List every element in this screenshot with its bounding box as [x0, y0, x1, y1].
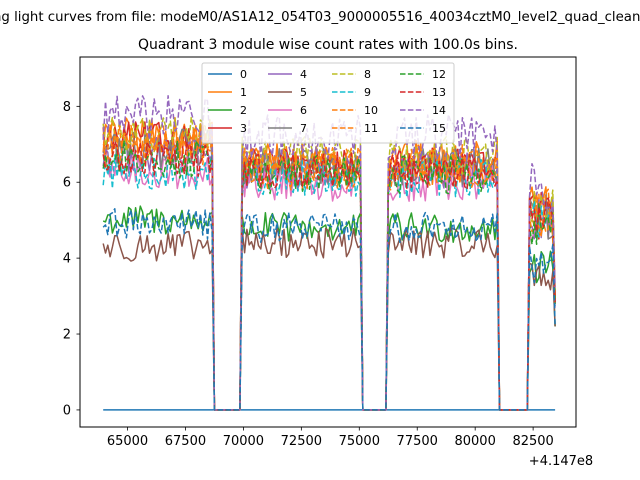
legend-label-8: 8: [364, 68, 371, 81]
legend-box: [201, 62, 455, 144]
legend-label-5: 5: [300, 86, 307, 99]
x-tick-label: 67500: [165, 434, 206, 449]
legend-label-3: 3: [240, 122, 247, 135]
y-tick-label: 0: [63, 403, 71, 418]
y-axis: 0 2 4 6 8: [63, 100, 80, 418]
series-line-12: [102, 139, 556, 411]
series-line-13: [102, 140, 556, 411]
x-offset-label: +4.147e8: [529, 454, 593, 469]
series-line-11: [102, 128, 556, 411]
legend-label-15: 15: [432, 122, 446, 135]
x-tick-label: 72500: [281, 434, 322, 449]
series-line-15: [102, 208, 556, 411]
legend-label-0: 0: [240, 68, 247, 81]
legend-label-13: 13: [432, 86, 446, 99]
legend-label-10: 10: [364, 104, 378, 117]
legend-label-7: 7: [300, 122, 307, 135]
legend-label-11: 11: [364, 122, 378, 135]
legend-label-12: 12: [432, 68, 446, 81]
x-tick-label: 65000: [107, 434, 148, 449]
series-layer: [102, 95, 556, 411]
x-tick-label: 70000: [223, 434, 264, 449]
y-tick-label: 4: [63, 252, 71, 267]
x-tick-label: 80000: [454, 434, 495, 449]
x-tick-label: 77500: [397, 434, 438, 449]
y-tick-label: 6: [63, 176, 71, 191]
y-tick-label: 2: [63, 328, 71, 343]
axes-frame: [79, 56, 577, 428]
legend-label-6: 6: [300, 104, 307, 117]
x-tick-label: 82500: [512, 434, 553, 449]
series-line-2: [102, 205, 556, 411]
legend-label-9: 9: [364, 86, 371, 99]
legend-label-2: 2: [240, 104, 247, 117]
chart-title: Quadrant 3 module wise count rates with …: [138, 37, 518, 53]
x-axis: 65000 67500 70000 72500 75000 77500 80000 82500: [107, 427, 554, 449]
y-tick-label: 8: [63, 100, 71, 115]
legend-label-1: 1: [240, 86, 247, 99]
legend-label-14: 14: [432, 104, 446, 117]
figure-suptitle: Plotting light curves from file: modeM0/…: [0, 10, 640, 25]
series-line-14: [102, 95, 556, 411]
legend-label-4: 4: [300, 68, 307, 81]
x-tick-label: 75000: [339, 434, 380, 449]
series-line-5: [102, 227, 556, 411]
